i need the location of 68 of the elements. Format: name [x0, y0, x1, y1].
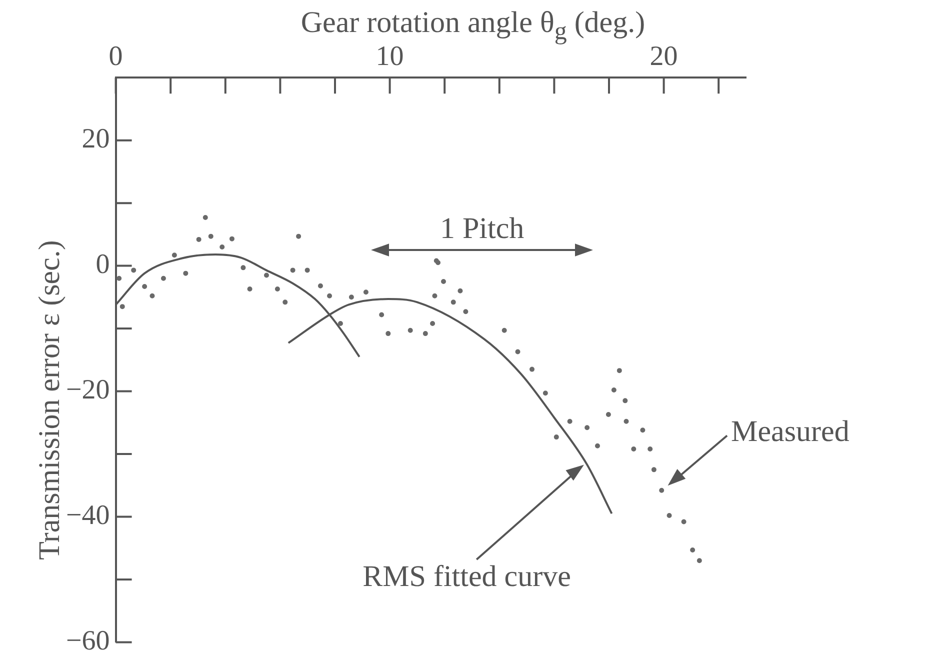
point	[296, 234, 302, 239]
y-tick-label: −20	[66, 374, 110, 406]
point	[616, 368, 622, 374]
point	[183, 270, 188, 276]
point	[247, 286, 252, 292]
point	[208, 234, 214, 239]
point	[131, 268, 136, 273]
point	[318, 283, 323, 288]
point	[274, 286, 280, 292]
point	[282, 300, 288, 305]
point	[150, 293, 155, 298]
point	[594, 443, 600, 448]
point	[348, 294, 354, 300]
point	[202, 214, 208, 220]
point	[379, 312, 384, 318]
point	[240, 265, 246, 270]
point	[408, 328, 413, 333]
point	[681, 519, 686, 524]
point	[659, 488, 664, 493]
point	[622, 398, 628, 404]
point	[422, 331, 428, 336]
point	[142, 284, 148, 289]
point	[441, 278, 446, 284]
point	[651, 467, 656, 472]
point	[229, 236, 234, 242]
point	[338, 321, 343, 326]
point	[611, 388, 616, 393]
point	[196, 236, 202, 242]
y-tick-label: −40	[66, 500, 110, 532]
point	[160, 276, 166, 281]
point	[172, 252, 177, 258]
point	[363, 290, 368, 295]
annotation: Measured	[731, 414, 850, 449]
point	[542, 390, 548, 396]
point	[554, 434, 559, 440]
y-tick-label: 20	[82, 124, 110, 155]
point	[624, 418, 629, 424]
y-axis-title: Transmission error ε (sec.)	[33, 240, 67, 560]
point	[640, 428, 646, 433]
point	[515, 349, 520, 354]
point	[220, 244, 225, 250]
y-tick-label: −60	[66, 626, 110, 657]
point	[567, 418, 572, 424]
point	[690, 547, 696, 552]
point	[116, 276, 122, 281]
point	[450, 300, 456, 305]
annotation: RMS fitted curve	[362, 560, 571, 594]
annotation: 1 Pitch	[440, 212, 524, 246]
point	[631, 446, 636, 452]
point	[290, 268, 296, 273]
point	[386, 331, 391, 336]
x-tick-label: 20	[650, 41, 678, 72]
point	[304, 268, 310, 273]
point	[606, 412, 611, 417]
point	[463, 309, 468, 314]
point	[432, 293, 438, 298]
point	[696, 558, 702, 564]
point	[327, 293, 332, 298]
point	[502, 328, 507, 333]
point	[666, 512, 672, 518]
point	[264, 272, 269, 278]
point	[120, 304, 125, 310]
point	[430, 321, 436, 326]
y-tick-label: 0	[96, 249, 110, 280]
point	[584, 425, 590, 430]
point	[648, 446, 653, 452]
point	[458, 288, 463, 294]
point	[530, 366, 535, 372]
